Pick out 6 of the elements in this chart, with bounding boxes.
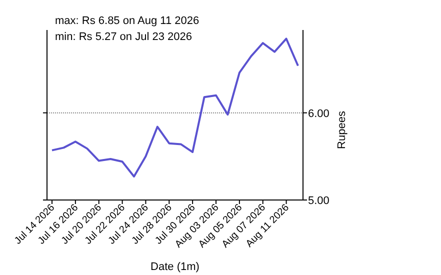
y-tick-label: 5.00: [308, 195, 330, 207]
chart-subtitle: min: Rs 5.27 on Jul 23 2026: [55, 31, 192, 43]
y-axis-title: Rupees: [336, 110, 348, 149]
chart-title: max: Rs 6.85 on Aug 11 2026: [55, 15, 200, 27]
x-axis-title: Date (1m): [150, 261, 200, 273]
y-tick-label: 6.00: [308, 108, 330, 120]
